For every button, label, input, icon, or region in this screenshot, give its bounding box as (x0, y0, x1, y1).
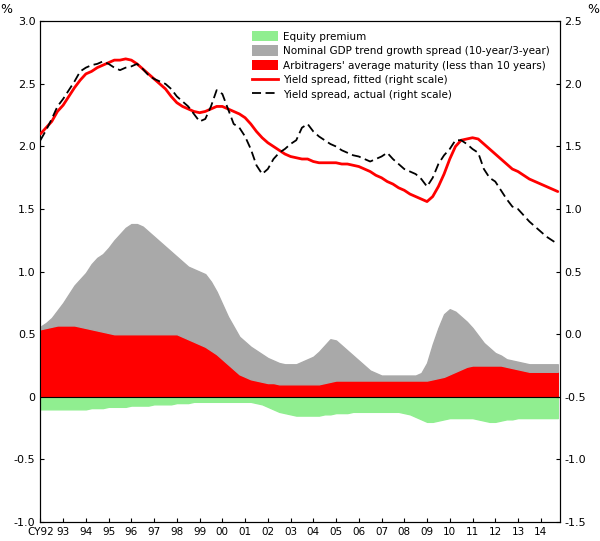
Text: %: % (587, 3, 599, 16)
Legend: Equity premium, Nominal GDP trend growth spread (10-year/3-year), Arbitragers' a: Equity premium, Nominal GDP trend growth… (248, 27, 554, 104)
Text: %: % (1, 3, 13, 16)
